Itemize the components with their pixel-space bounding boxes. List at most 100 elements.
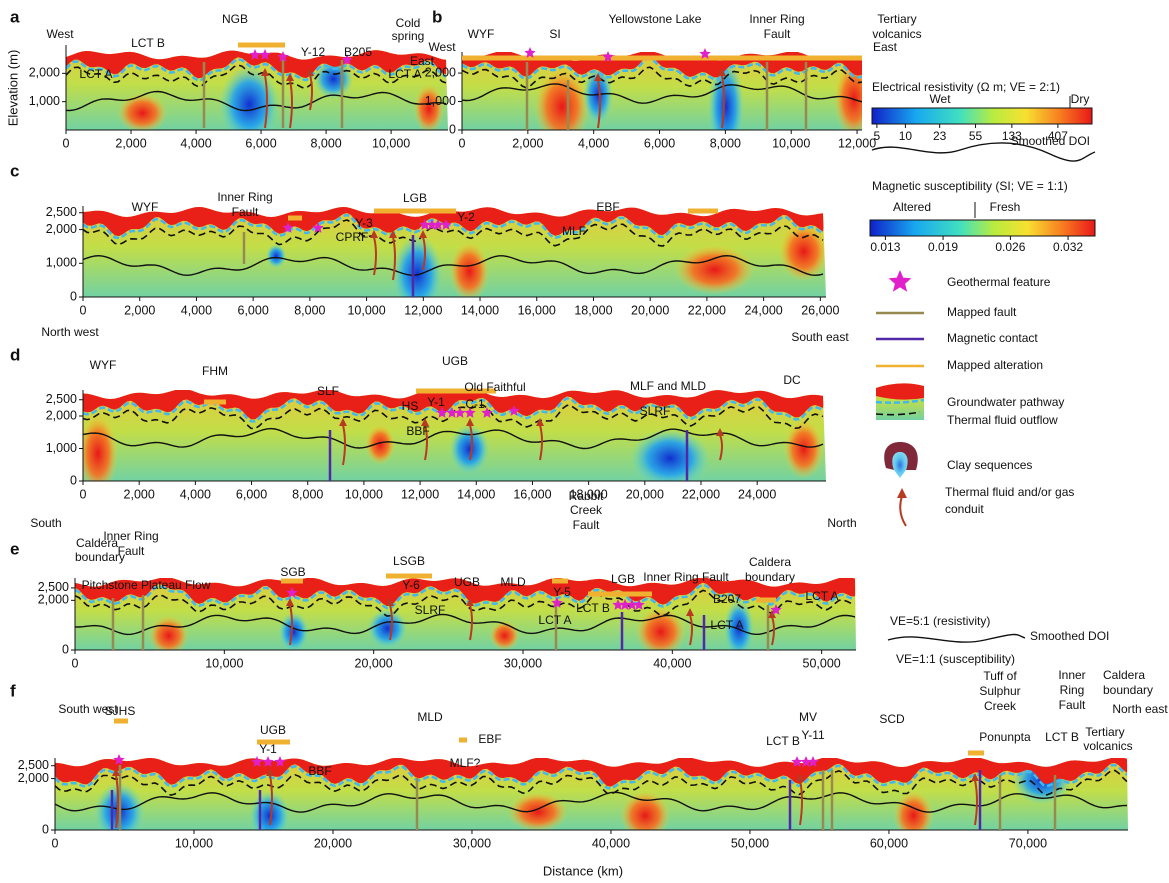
conduit: [342, 424, 346, 466]
conduit-head: [686, 608, 694, 616]
alteration: [756, 597, 776, 603]
star: [612, 599, 624, 610]
x-tick-label: 8,000: [310, 136, 341, 150]
x-tick-label: 20,000: [631, 303, 669, 317]
star: [626, 599, 638, 610]
groundwater: [55, 763, 1128, 790]
conduit: [539, 424, 543, 461]
annotation: Y-12: [301, 45, 326, 59]
annotation: CPRF: [336, 230, 369, 244]
x-tick-label: 6,000: [236, 487, 267, 501]
annotation: LCT B: [131, 36, 165, 50]
groundwater: [75, 583, 856, 610]
y-tick-label: 2,000: [29, 66, 60, 80]
anomaly: [507, 792, 568, 830]
x-tick-label: 50,000: [731, 836, 769, 850]
conduit: [264, 74, 268, 129]
annotation: MLD: [500, 575, 526, 589]
y-tick-label: 2,500: [46, 205, 77, 219]
annotation: Fault: [1059, 698, 1086, 712]
section: [83, 390, 826, 481]
x-tick-label: 4,000: [180, 136, 211, 150]
annotation: East: [873, 40, 898, 54]
conduit-head: [112, 768, 120, 776]
doi: [83, 427, 824, 450]
alteration: [238, 42, 285, 48]
section: [83, 207, 826, 297]
anomaly: [249, 790, 290, 830]
alteration: [281, 578, 303, 584]
conduit-head: [370, 230, 378, 238]
anomaly: [266, 244, 287, 269]
annotation: Y-2: [457, 210, 475, 224]
ve-note: VE=1:1 (susceptibility): [896, 652, 1015, 666]
baseline: [82, 390, 826, 482]
x-tick-label: 14,000: [461, 303, 499, 317]
groundwater: [66, 57, 447, 82]
baseline: [54, 758, 1128, 831]
y-tick-label: 2,500: [38, 580, 69, 594]
annotation: Ring: [1060, 683, 1085, 697]
annotation: LGB: [403, 191, 427, 205]
annotation: SLRF: [640, 404, 671, 418]
annotation: B207: [713, 592, 741, 606]
pathway-line: [875, 398, 925, 404]
x-axis-label: Distance (km): [543, 863, 623, 878]
x-tick-label: 26,000: [801, 303, 839, 317]
anomaly: [313, 59, 354, 99]
annotation: MLF and MLD: [630, 379, 706, 393]
baseline: [74, 578, 856, 651]
legend-item: Mapped fault: [947, 305, 1017, 319]
annotation: boundary: [745, 570, 795, 584]
star: [286, 587, 298, 598]
baseline: [82, 206, 826, 298]
annotation: B205: [344, 45, 372, 59]
annotation: Old Faithful: [464, 380, 525, 394]
annotation: Y-5: [553, 585, 571, 599]
colorbar-tick-label: 0.032: [1053, 240, 1083, 254]
panel-label: a: [10, 7, 20, 26]
annotation: Caldera: [1103, 668, 1145, 682]
annotation: UGB: [454, 575, 480, 589]
annotation: Inner Ring: [749, 12, 804, 26]
conduit: [771, 616, 775, 646]
panel-label: d: [10, 345, 20, 364]
x-tick-label: 0: [80, 303, 87, 317]
colorbar-tick-label: 0.026: [995, 240, 1025, 254]
colorbar-tick-label: 5: [874, 129, 881, 143]
conduit-head: [768, 610, 776, 618]
y-tick-label: 1,000: [29, 94, 60, 108]
annotation: East: [410, 54, 435, 68]
annotation: Y-1: [427, 395, 445, 409]
anomaly: [629, 428, 710, 481]
conduit-head: [389, 230, 397, 238]
annotation: Inner: [1058, 668, 1085, 682]
annotation: C-1: [465, 397, 485, 411]
annotation: Tuff of: [983, 669, 1017, 683]
annotation: SGB: [280, 565, 305, 579]
annotation: Inner Ring: [217, 190, 272, 204]
x-tick-label: 14,000: [457, 487, 495, 501]
annotation: Ponunpta: [979, 730, 1031, 744]
conduit-head: [286, 73, 294, 81]
annotation: LSGB: [393, 554, 425, 568]
annotation: LCT A: [79, 67, 112, 81]
annotation: HS: [402, 399, 419, 413]
x-tick-label: 40,000: [653, 656, 691, 670]
doi: [66, 90, 447, 112]
x-tick-label: 24,000: [744, 303, 782, 317]
annotation: Y-11: [801, 728, 825, 742]
star: [800, 756, 812, 767]
anomaly: [620, 790, 671, 830]
star: [464, 407, 476, 418]
anomaly: [219, 64, 280, 130]
doi: [75, 613, 856, 636]
annotation: SCD: [879, 712, 905, 726]
conduit: [799, 779, 803, 826]
annotation: Fault: [764, 27, 791, 41]
annotation: WYF: [90, 358, 117, 372]
legend-item: Thermal fluid outflow: [947, 413, 1058, 427]
star: [699, 48, 711, 59]
alteration: [288, 215, 302, 221]
annotation: WYF: [132, 200, 159, 214]
